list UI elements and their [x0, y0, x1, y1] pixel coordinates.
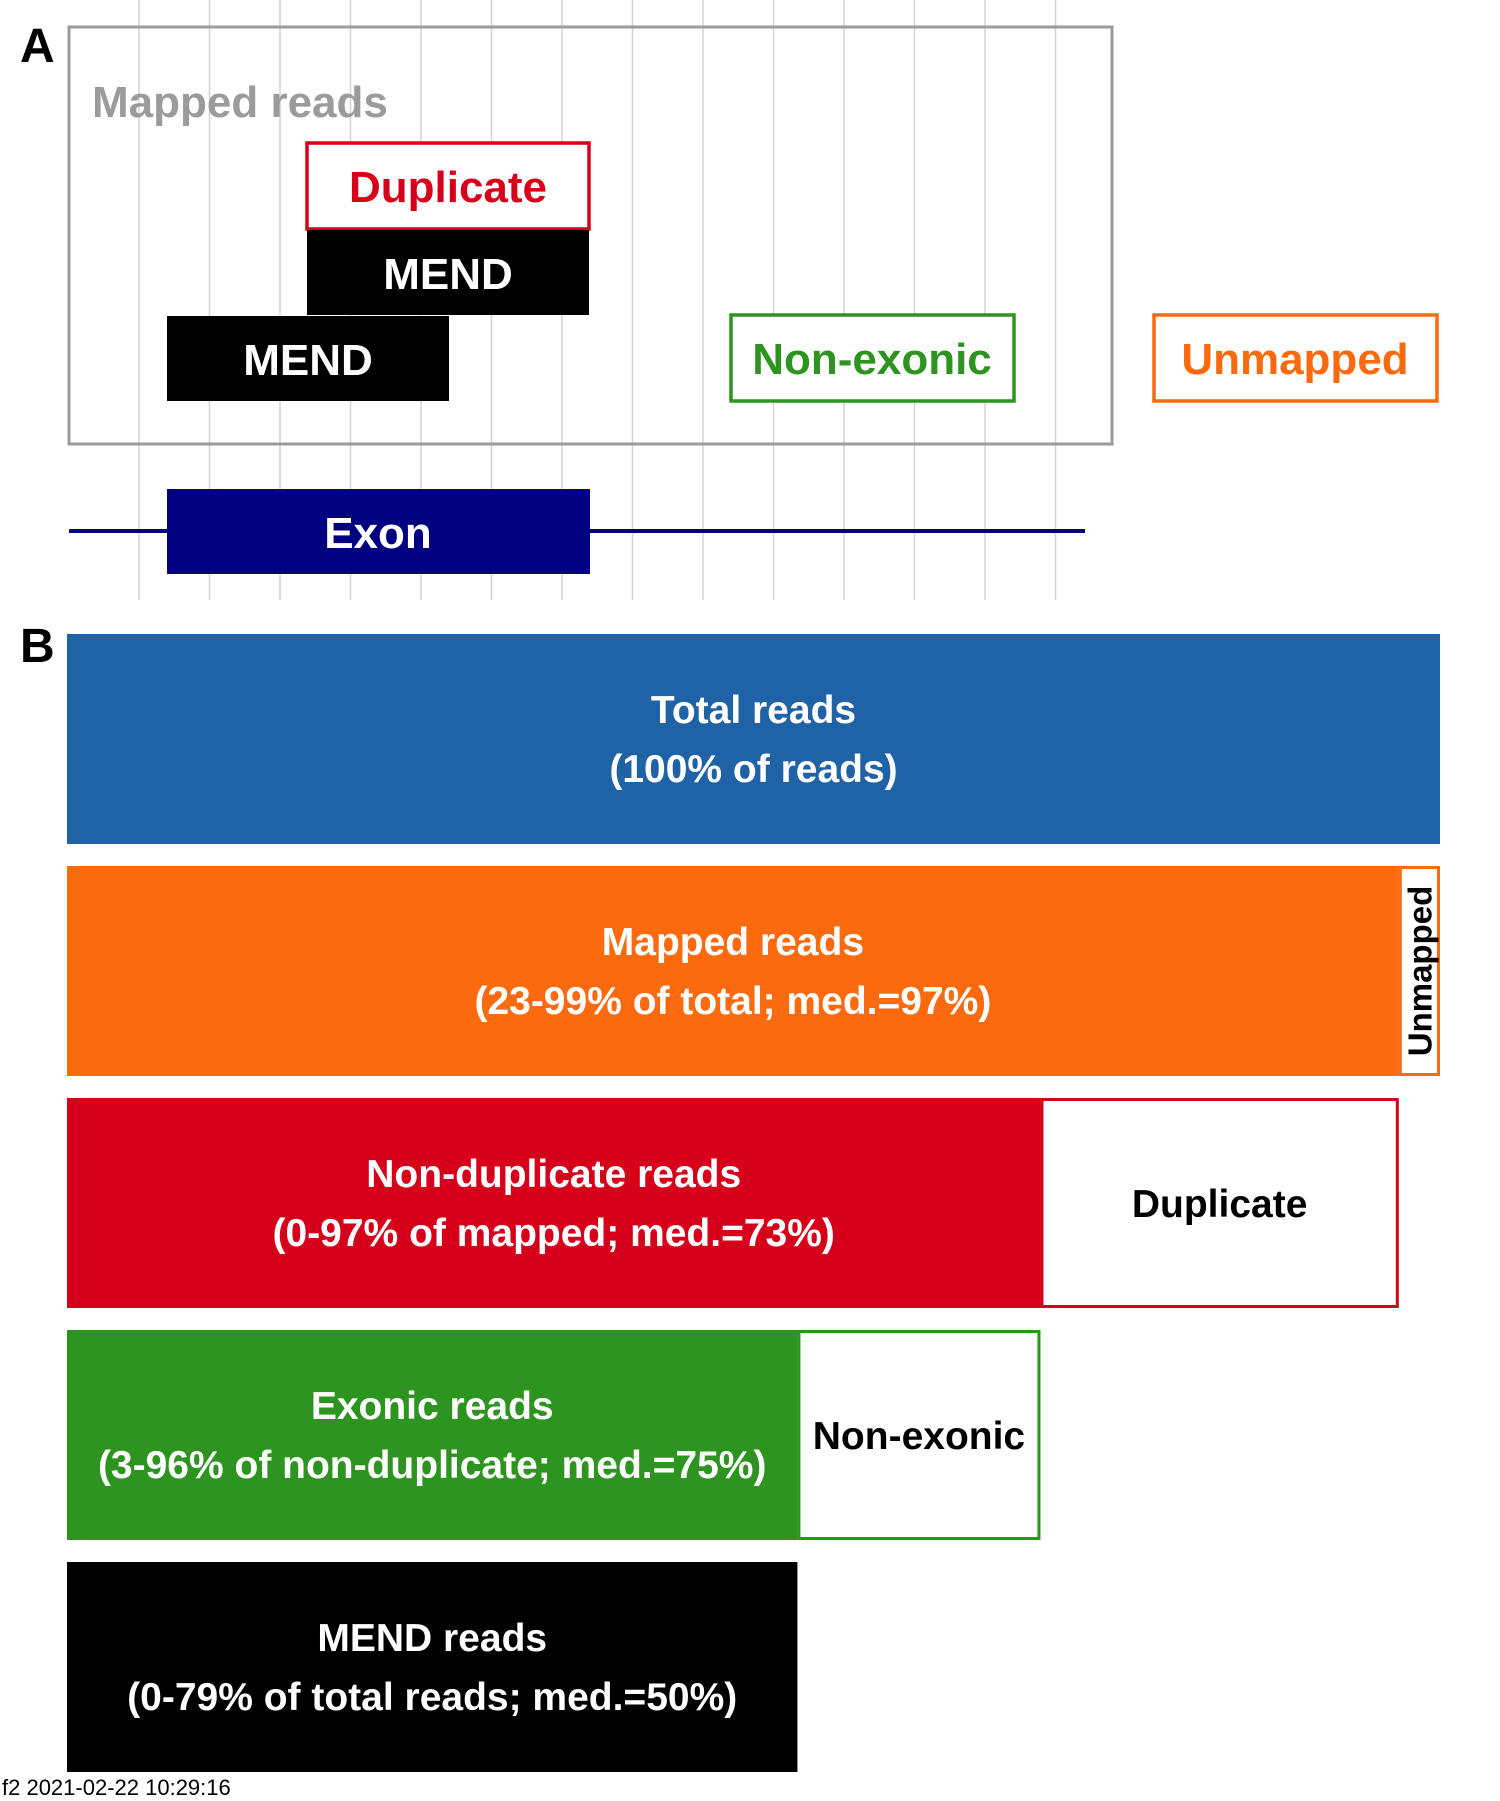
mend-read-top-label: MEND [383, 250, 513, 299]
non-duplicate-bar-title: Non-duplicate reads [366, 1153, 741, 1196]
duplicate-label: Duplicate [349, 163, 547, 212]
duplicate-box [305, 141, 591, 231]
mapped-bar-subtitle: (23-99% of total; med.=97%) [474, 980, 991, 1023]
mapped-bar [67, 866, 1399, 1076]
mapped-remainder-label: Unmapped [1401, 886, 1438, 1057]
panel-a-letter: A [20, 20, 55, 73]
mend-read-top [307, 230, 589, 315]
total-bar [67, 634, 1440, 844]
mapped-reads-box [67, 25, 1114, 446]
non-duplicate-bar-subtitle: (0-97% of mapped; med.=73%) [273, 1212, 835, 1255]
total-bar-title: Total reads [651, 689, 856, 732]
mend-bar [67, 1562, 798, 1772]
non-duplicate-bar [67, 1098, 1041, 1308]
exonic-remainder-label: Non-exonic [813, 1415, 1025, 1458]
mapped-bar-title: Mapped reads [602, 921, 864, 964]
total-bar-subtitle: (100% of reads) [609, 748, 897, 791]
exonic-bar-subtitle: (3-96% of non-duplicate; med.=75%) [98, 1444, 767, 1487]
mend-bar-title: MEND reads [317, 1617, 547, 1660]
mend-read-bottom [167, 316, 449, 401]
non-duplicate-remainder-box [1040, 1098, 1399, 1308]
non-duplicate-remainder-label: Duplicate [1132, 1183, 1308, 1226]
exonic-bar [67, 1330, 798, 1540]
non-exonic-box [729, 313, 1016, 403]
exon-box [167, 489, 590, 574]
mend-bar-subtitle: (0-79% of total reads; med.=50%) [127, 1676, 737, 1719]
mend-read-bottom-label: MEND [243, 336, 373, 385]
unmapped-label: Unmapped [1181, 335, 1408, 384]
exonic-remainder-box [797, 1330, 1041, 1540]
mapped-reads-label: Mapped reads [92, 78, 388, 127]
non-exonic-label: Non-exonic [752, 335, 992, 384]
unmapped-box [1152, 313, 1439, 403]
panel-b-letter: B [20, 620, 55, 673]
exonic-bar-title: Exonic reads [311, 1385, 554, 1428]
exon-label: Exon [324, 509, 432, 558]
mapped-remainder-box [1398, 866, 1441, 1076]
panel-b: B Total reads (100% of reads) Unmapped Mapp… [20, 620, 1441, 1772]
timestamp-footer: f2 2021-02-22 10:29:16 [2, 1775, 231, 1800]
panel-a: Mapped reads Duplicate MEND MEND Non-exo… [20, 0, 1439, 600]
